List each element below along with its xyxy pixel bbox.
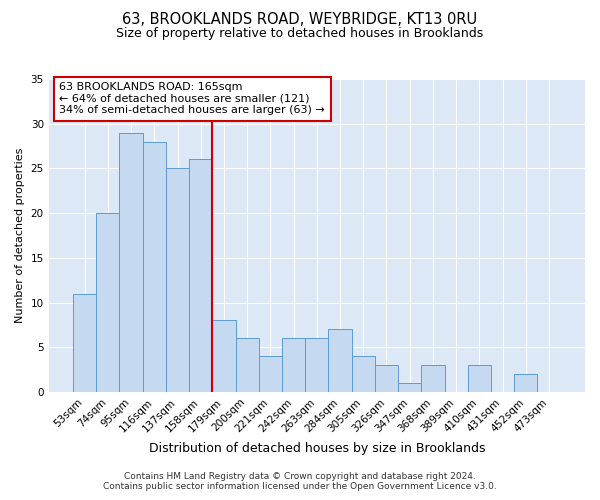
Bar: [166, 168, 189, 392]
Bar: [421, 365, 445, 392]
Y-axis label: Number of detached properties: Number of detached properties: [15, 148, 25, 323]
Text: Size of property relative to detached houses in Brooklands: Size of property relative to detached ho…: [116, 28, 484, 40]
Bar: [212, 320, 236, 392]
Bar: [143, 142, 166, 392]
Bar: [189, 160, 212, 392]
Bar: [96, 213, 119, 392]
Text: 63 BROOKLANDS ROAD: 165sqm
← 64% of detached houses are smaller (121)
34% of sem: 63 BROOKLANDS ROAD: 165sqm ← 64% of deta…: [59, 82, 325, 116]
Bar: [236, 338, 259, 392]
Text: 63, BROOKLANDS ROAD, WEYBRIDGE, KT13 0RU: 63, BROOKLANDS ROAD, WEYBRIDGE, KT13 0RU: [122, 12, 478, 28]
Bar: [328, 330, 352, 392]
Text: Contains HM Land Registry data © Crown copyright and database right 2024.: Contains HM Land Registry data © Crown c…: [124, 472, 476, 481]
Bar: [73, 294, 96, 392]
X-axis label: Distribution of detached houses by size in Brooklands: Distribution of detached houses by size …: [149, 442, 485, 455]
Bar: [398, 383, 421, 392]
Bar: [305, 338, 328, 392]
Bar: [282, 338, 305, 392]
Bar: [514, 374, 538, 392]
Bar: [375, 365, 398, 392]
Bar: [352, 356, 375, 392]
Bar: [468, 365, 491, 392]
Bar: [259, 356, 282, 392]
Text: Contains public sector information licensed under the Open Government Licence v3: Contains public sector information licen…: [103, 482, 497, 491]
Bar: [119, 132, 143, 392]
